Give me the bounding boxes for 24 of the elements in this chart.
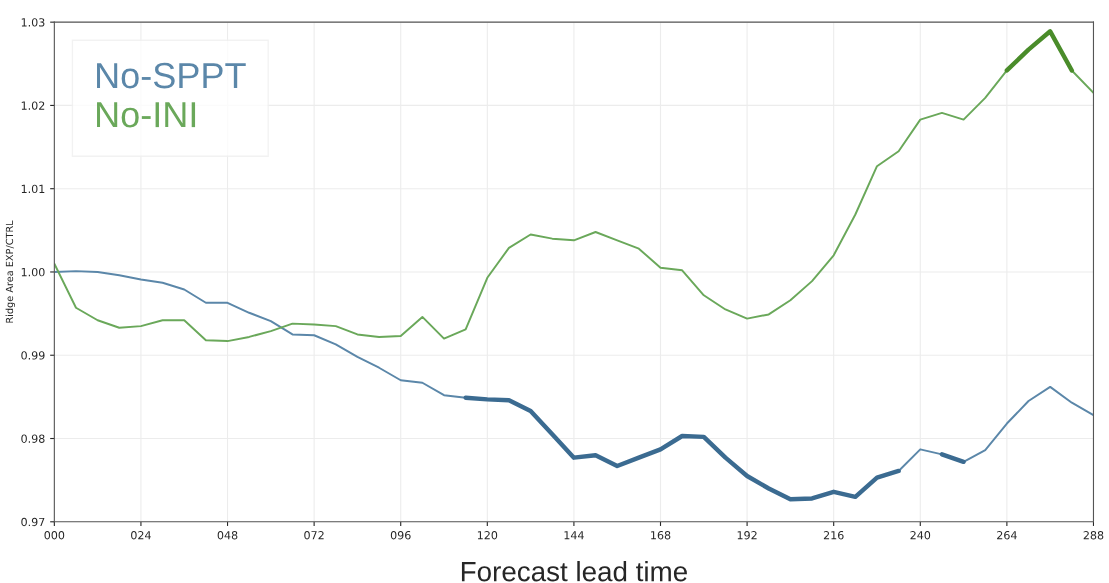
x-tick-label: 192 [737,531,757,540]
text: No-SPPT [97,62,246,89]
x-tick-label: 288 [1083,531,1104,540]
y-tick-label: 0.97 [21,517,45,527]
x-tick-label: 216 [823,531,844,540]
x-tick-label: 168 [651,531,671,540]
y-tick-label: 0.98 [21,434,45,443]
x-tick-label: 024 [131,531,151,540]
x-axis-title: Forecast lead time [461,561,687,582]
x-tick-label: 096 [390,531,411,540]
y-tick-label: 1.02 [21,101,45,110]
x-tick-label: 048 [217,531,238,540]
x-tick-label: 072 [304,531,324,540]
y-tick-label: 1.03 [21,18,45,27]
x-tick-label: 000 [44,531,65,540]
y-axis-title: Ridge Area EXP/CTRL [5,220,16,323]
y-tick-label: 1.01 [21,184,45,194]
x-tick-label: 240 [910,531,931,540]
y-tick-label: 0.99 [21,351,45,360]
y-tick-label: 1.00 [21,267,45,277]
text: No-INI [97,102,196,128]
x-tick-label: 264 [997,531,1017,540]
x-tick-label: 120 [477,531,498,540]
x-tick-label: 144 [564,531,584,540]
